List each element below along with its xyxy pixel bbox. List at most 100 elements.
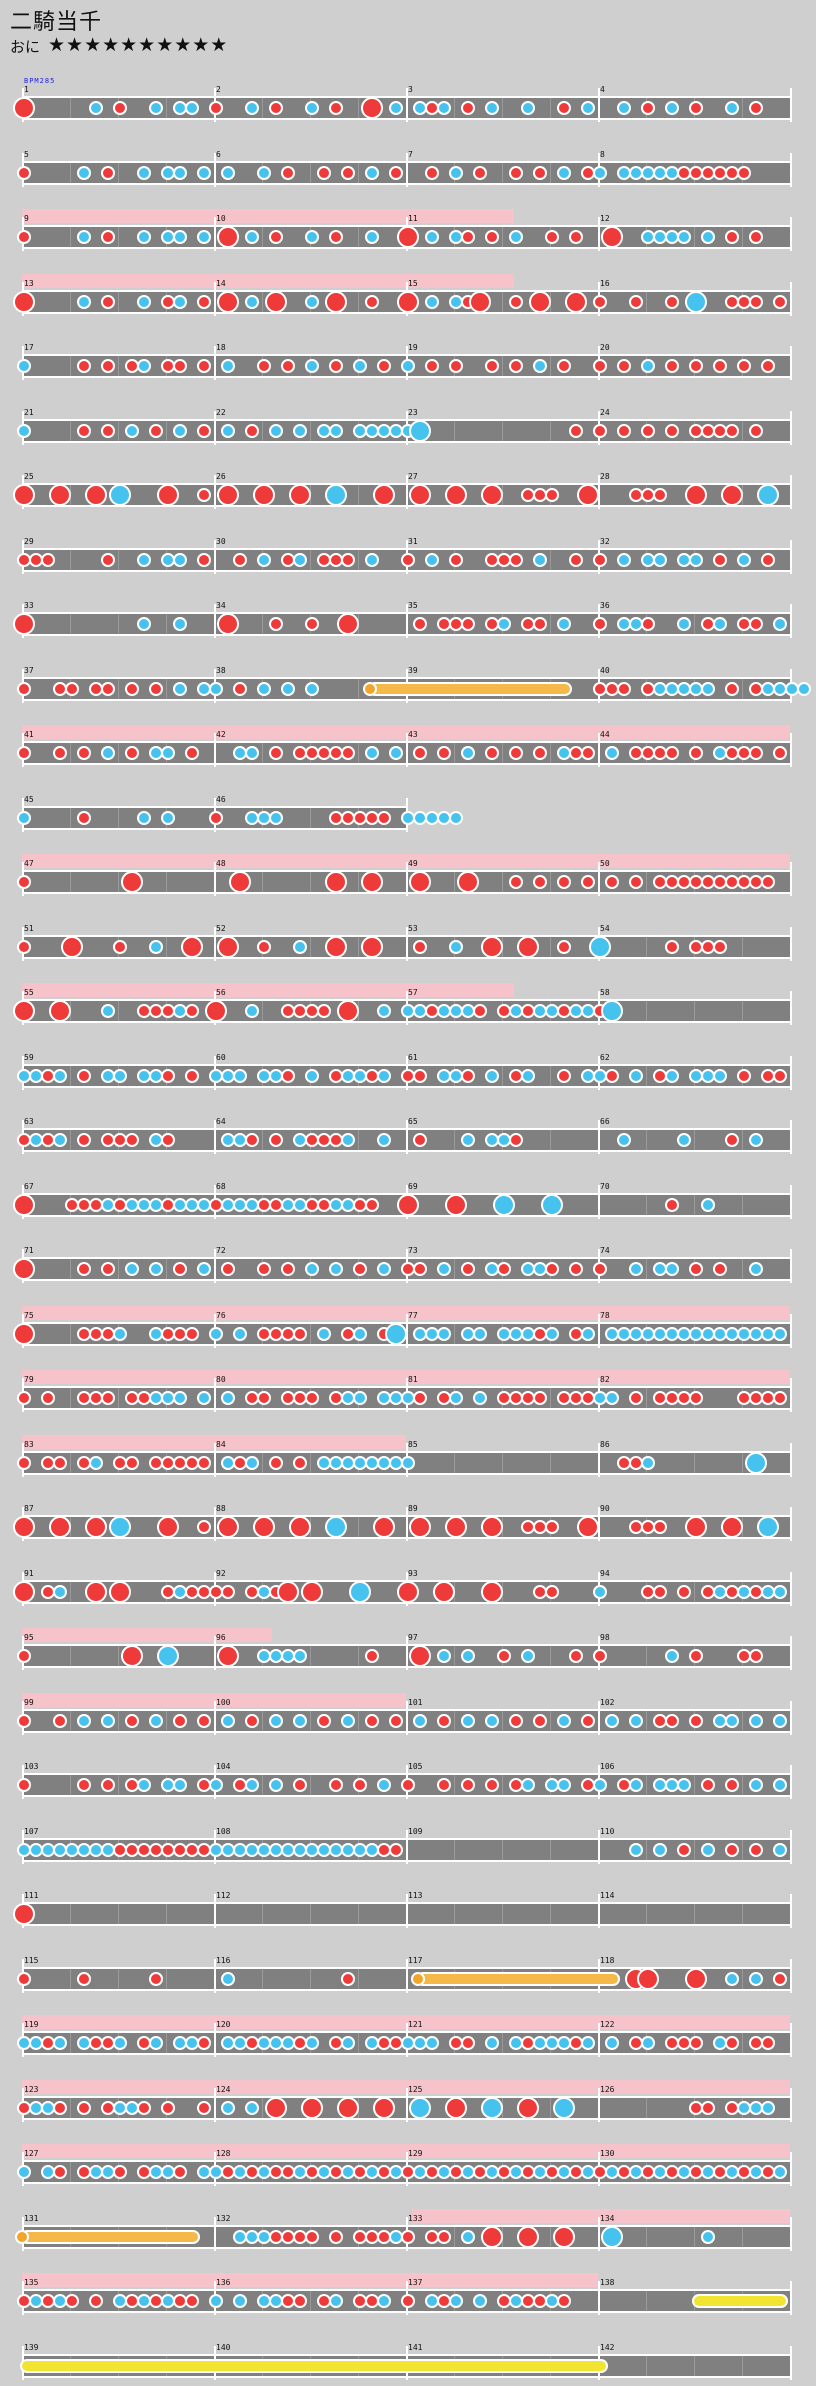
beat-line — [358, 485, 359, 505]
don-note — [293, 1456, 307, 1470]
beat-line — [310, 1775, 311, 1795]
big-ka-note — [601, 1000, 623, 1022]
measure-line — [790, 2023, 792, 2057]
beat-line — [742, 1259, 743, 1279]
measure-line — [598, 733, 600, 767]
beat-line — [70, 1324, 71, 1344]
don-note — [101, 166, 115, 180]
measure-number: 114 — [600, 1891, 615, 1900]
don-note — [485, 746, 499, 760]
don-note — [473, 166, 487, 180]
beat-line — [118, 808, 119, 828]
beat-line — [70, 1582, 71, 1602]
beat-line — [502, 163, 503, 183]
big-don-note — [301, 2097, 323, 2119]
measure-line — [598, 1701, 600, 1735]
measure-number: 123 — [24, 2085, 39, 2094]
don-note — [557, 359, 571, 373]
measure-number: 24 — [600, 408, 610, 417]
ka-note — [437, 1262, 451, 1276]
don-note — [485, 359, 499, 373]
ka-note — [149, 940, 163, 954]
don-note — [17, 1456, 31, 1470]
don-note — [425, 166, 439, 180]
don-note — [125, 1456, 139, 1470]
ka-note — [701, 1198, 715, 1212]
don-note — [341, 746, 355, 760]
ka-note — [173, 424, 187, 438]
beat-line — [166, 1711, 167, 1731]
measure-line — [790, 1443, 792, 1477]
measure-number: 94 — [600, 1569, 610, 1578]
measure-number: 107 — [24, 1827, 39, 1836]
measure-number: 54 — [600, 924, 610, 933]
beat-line — [646, 2356, 647, 2376]
ka-note — [353, 1391, 367, 1405]
measure-number: 68 — [216, 1182, 226, 1191]
ka-note — [425, 230, 439, 244]
big-don-note — [13, 484, 35, 506]
big-ka-note — [325, 484, 347, 506]
chart-row: 71 72 73 74 — [0, 1225, 816, 1289]
beat-line — [262, 743, 263, 763]
beat-line — [118, 292, 119, 312]
beat-line — [646, 2291, 647, 2311]
beat-line — [70, 1066, 71, 1086]
beat-line — [742, 2033, 743, 2053]
don-note — [197, 424, 211, 438]
measure-number: 85 — [408, 1440, 418, 1449]
measure-line — [790, 2281, 792, 2315]
ka-note — [665, 1262, 679, 1276]
ka-note — [713, 1069, 727, 1083]
beat-line — [454, 1130, 455, 1150]
don-note — [509, 295, 523, 309]
chart-row: 79 80 81 82 — [0, 1354, 816, 1418]
big-ka-note — [553, 2097, 575, 2119]
don-note — [533, 746, 547, 760]
big-don-note — [157, 1516, 179, 1538]
measure-number: 110 — [600, 1827, 615, 1836]
don-note — [197, 359, 211, 373]
ka-note — [113, 2036, 127, 2050]
don-note — [437, 2230, 451, 2244]
don-note — [677, 1843, 691, 1857]
don-note — [173, 1262, 187, 1276]
measure-number: 122 — [600, 2020, 615, 2029]
beat-line — [70, 808, 71, 828]
ka-note — [197, 230, 211, 244]
big-ka-note — [409, 420, 431, 442]
measure-number: 120 — [216, 2020, 231, 2029]
measure-number: 108 — [216, 1827, 231, 1836]
ka-note — [449, 940, 463, 954]
ka-note — [653, 553, 667, 567]
beat-line — [70, 1130, 71, 1150]
chart-row: 123 124 125 126 — [0, 2064, 816, 2128]
don-note — [257, 1262, 271, 1276]
ka-note — [533, 553, 547, 567]
big-don-note — [481, 484, 503, 506]
don-note — [269, 230, 283, 244]
big-ka-note — [757, 484, 779, 506]
big-ka-note — [745, 1452, 767, 1474]
don-note — [113, 2165, 127, 2179]
don-note — [173, 2165, 187, 2179]
ka-note — [485, 2036, 499, 2050]
measure-number: 45 — [24, 795, 34, 804]
measure-line — [406, 153, 408, 187]
don-note — [461, 1262, 475, 1276]
measure-number: 69 — [408, 1182, 418, 1191]
ka-note — [221, 1972, 235, 1986]
measure-number: 25 — [24, 472, 34, 481]
don-note — [593, 617, 607, 631]
ka-note — [773, 1585, 787, 1599]
ka-note — [17, 359, 31, 373]
beat-line — [742, 1001, 743, 1021]
don-note — [269, 1133, 283, 1147]
measure-line — [214, 862, 216, 896]
ka-note — [89, 101, 103, 115]
ka-note — [617, 553, 631, 567]
big-don-note — [577, 484, 599, 506]
ka-note — [773, 2165, 787, 2179]
ka-note — [605, 2036, 619, 2050]
beat-line — [310, 1711, 311, 1731]
